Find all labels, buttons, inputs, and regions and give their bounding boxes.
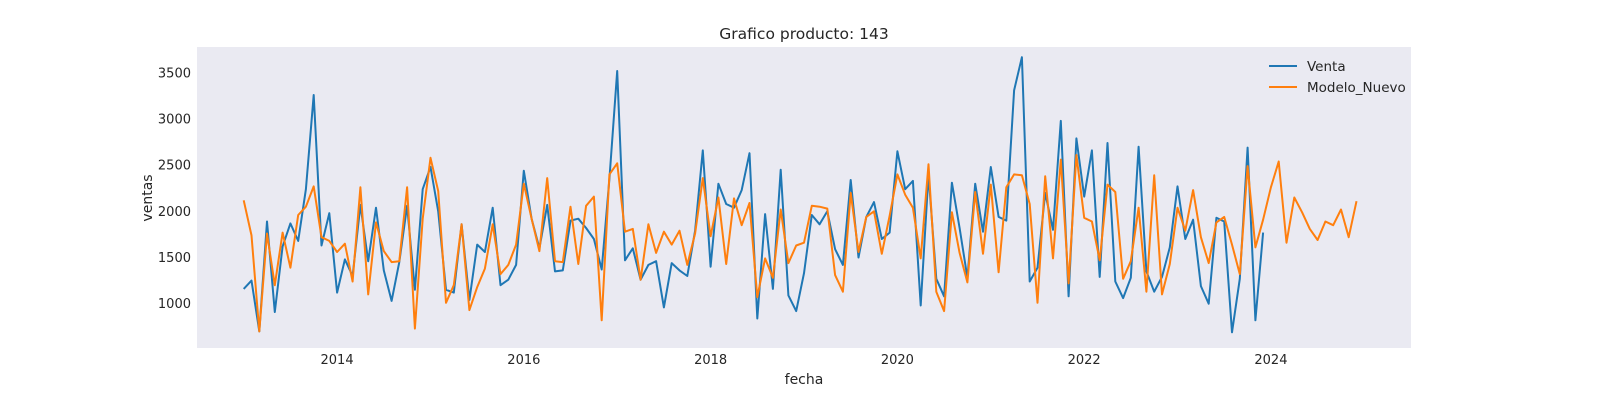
x-tick-label: 2014 (321, 353, 354, 368)
series-line-modelo-nuevo (242, 154, 1358, 333)
y-tick-label: 3500 (158, 66, 191, 81)
x-axis-ticks: 2014 2016 2018 2020 2022 2024 (321, 353, 1288, 368)
x-tick-label: 2016 (507, 353, 540, 368)
y-tick-label: 1500 (158, 251, 191, 266)
x-tick-label: 2024 (1254, 353, 1287, 368)
chart-title: Grafico producto: 143 (719, 25, 888, 43)
legend-label: Modelo_Nuevo (1307, 80, 1406, 96)
y-axis-label: ventas (140, 174, 156, 221)
legend: Venta Modelo_Nuevo (1269, 59, 1406, 96)
y-tick-label: 3000 (158, 113, 191, 128)
x-tick-label: 2022 (1068, 353, 1101, 368)
y-tick-label: 2500 (158, 159, 191, 174)
y-tick-label: 2000 (158, 205, 191, 220)
series-line-venta (242, 56, 1265, 334)
series-lines (242, 56, 1358, 334)
y-tick-label: 1000 (158, 297, 191, 312)
plot-area (197, 47, 1411, 348)
x-tick-label: 2018 (694, 353, 727, 368)
x-tick-label: 2020 (881, 353, 914, 368)
legend-label: Venta (1307, 59, 1346, 75)
y-axis-ticks: 1000 1500 2000 2500 3000 3500 (158, 66, 191, 312)
x-axis-label: fecha (785, 372, 824, 388)
